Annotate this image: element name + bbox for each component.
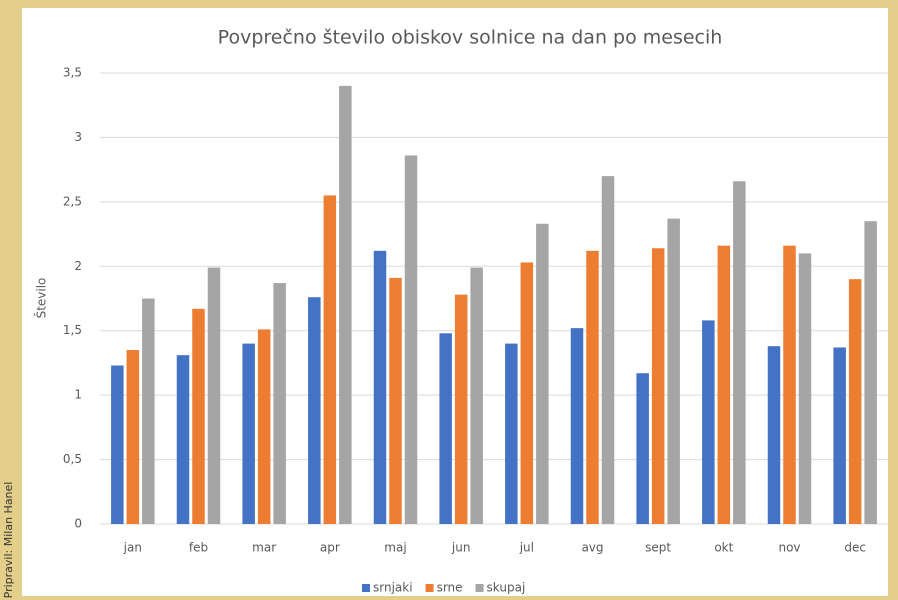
y-tick-label: 1,5 — [63, 323, 82, 337]
x-tick-label: sept — [645, 541, 671, 555]
legend-swatch — [425, 584, 434, 592]
y-tick-label: 1 — [74, 388, 82, 402]
x-tick-label: feb — [189, 541, 208, 555]
bar — [536, 223, 549, 524]
bar — [702, 320, 715, 524]
legend-label: srne — [437, 581, 463, 595]
bar — [733, 181, 746, 525]
x-tick-label: apr — [320, 541, 340, 555]
legend-label: skupaj — [487, 581, 526, 595]
x-tick-label: maj — [384, 541, 406, 555]
bar — [373, 250, 387, 524]
y-tick-label: 3,5 — [63, 66, 82, 80]
bar — [308, 297, 321, 524]
bar — [570, 328, 584, 524]
y-tick-label: 0 — [74, 517, 82, 531]
y-tick-label: 2,5 — [63, 194, 82, 208]
bar — [339, 85, 352, 524]
bar — [207, 267, 221, 524]
bar — [667, 218, 680, 524]
bar — [586, 250, 599, 524]
y-axis-label: Število — [34, 278, 49, 319]
y-tick-label: 2 — [74, 259, 82, 273]
bar — [651, 248, 665, 524]
bar — [798, 253, 812, 524]
bar — [192, 308, 205, 524]
bar — [242, 343, 255, 524]
legend-swatch — [475, 584, 484, 592]
y-tick-label: 3 — [74, 130, 82, 144]
bar — [323, 195, 337, 524]
bar — [273, 283, 286, 524]
chart-title: Povprečno število obiskov solnice na dan… — [218, 27, 723, 49]
bar — [470, 267, 483, 524]
bar — [439, 333, 452, 524]
x-tick-label: dec — [844, 541, 866, 555]
x-tick-label: jul — [519, 541, 534, 555]
bar — [848, 279, 862, 524]
y-tick-label: 0,5 — [63, 452, 82, 466]
bar — [389, 277, 402, 524]
bar — [520, 262, 534, 524]
bar — [833, 347, 846, 524]
bar — [142, 298, 155, 524]
bar — [505, 343, 518, 524]
bar — [404, 155, 418, 524]
bar — [717, 245, 731, 524]
x-tick-label: okt — [714, 541, 733, 555]
x-tick-label: jun — [451, 541, 471, 555]
bar — [636, 373, 649, 524]
legend-swatch — [362, 584, 370, 592]
bar — [783, 245, 796, 524]
bar — [601, 176, 615, 525]
legend-label: srnjaki — [373, 581, 413, 595]
bar — [454, 294, 468, 524]
bar — [767, 346, 781, 524]
bar — [111, 365, 124, 524]
bar — [257, 329, 271, 524]
x-tick-label: nov — [778, 541, 800, 555]
bar — [126, 350, 140, 524]
credit: Pripravil: Milan Hanel — [2, 482, 15, 599]
bar — [864, 221, 877, 524]
bar — [176, 355, 190, 524]
x-tick-label: mar — [252, 541, 276, 555]
x-tick-label: jan — [123, 541, 142, 555]
x-tick-label: avg — [581, 541, 603, 555]
